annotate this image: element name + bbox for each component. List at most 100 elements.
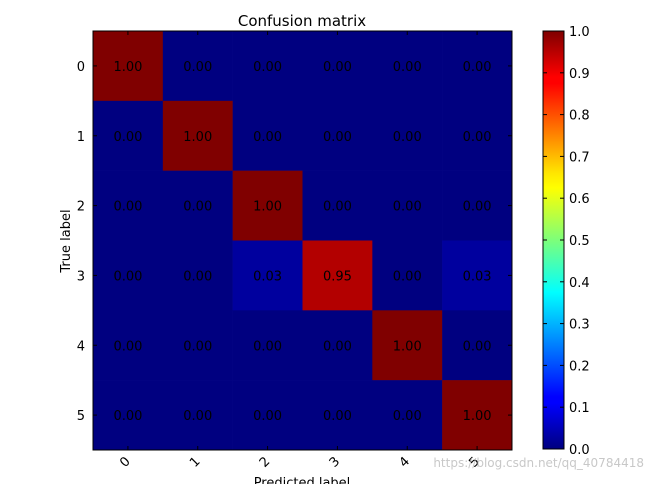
heatmap-cell-5-5	[442, 380, 513, 451]
x-tick-label: 4	[397, 454, 413, 470]
heatmap-cell-2-2	[232, 170, 303, 241]
cell-value-label-4-5: 0.00	[463, 339, 492, 354]
heatmap-cell-1-5	[442, 100, 513, 171]
y-axis-label: True label	[59, 209, 74, 273]
y-tick-label: 2	[77, 200, 85, 215]
cell-value-label-2-2: 1.00	[253, 200, 282, 215]
cell-value-label-5-0: 0.00	[113, 409, 142, 424]
cell-value-label-5-5: 1.00	[463, 409, 492, 424]
heatmap-cell-4-0	[93, 310, 164, 381]
heatmap-cell-3-3	[302, 240, 373, 311]
cell-value-label-3-4: 0.00	[393, 269, 422, 284]
heatmap-cell-0-5	[442, 31, 513, 102]
colorbar-tick-label: 0.9	[569, 67, 590, 82]
plot-frame	[92, 30, 513, 451]
heatmap-cell-0-0	[93, 31, 164, 102]
colorbar-tick-label: 0.1	[569, 401, 590, 416]
cell-value-label-4-1: 0.00	[183, 339, 212, 354]
x-tick-label: 3	[327, 454, 343, 470]
heatmap-cell-5-0	[93, 380, 164, 451]
cell-value-label-3-1: 0.00	[183, 269, 212, 284]
cell-value-label-5-3: 0.00	[323, 409, 352, 424]
cell-value-label-1-3: 0.00	[323, 130, 352, 145]
cell-value-label-0-0: 1.00	[113, 60, 142, 75]
cell-value-label-5-1: 0.00	[183, 409, 212, 424]
heatmap-cell-5-1	[162, 380, 233, 451]
colorbar-tick-label: 0.5	[569, 234, 590, 249]
heatmap-cell-0-4	[372, 31, 443, 102]
heatmap-cell-3-5	[442, 240, 513, 311]
heatmap-cell-4-4	[372, 310, 443, 381]
colorbar-tick-label: 0.2	[569, 359, 590, 374]
cell-value-label-5-2: 0.00	[253, 409, 282, 424]
heatmap-cell-3-4	[372, 240, 443, 311]
y-tick-label: 4	[77, 339, 85, 354]
y-tick-label: 5	[77, 409, 85, 424]
cell-value-label-3-3: 0.95	[323, 269, 352, 284]
cell-value-label-0-5: 0.00	[463, 60, 492, 75]
y-axis-ticks: 0 1 2 3 4 5	[77, 60, 512, 424]
heatmap-cell-5-3	[302, 380, 373, 451]
cell-value-label-1-1: 1.00	[183, 130, 212, 145]
cell-value-label-2-5: 0.00	[463, 200, 492, 215]
heatmap-cell-4-5	[442, 310, 513, 381]
heatmap-cell-0-2	[232, 31, 303, 102]
heatmap-cell-1-1	[162, 100, 233, 171]
colorbar-ticks: 0.0 0.1 0.2 0.3 0.4 0.5 0.6 0.7 0.8 0.9 1.0	[543, 25, 590, 458]
heatmap-cell-4-3	[302, 310, 373, 381]
watermark-text: https://blog.csdn.net/qq_40784418	[433, 456, 644, 470]
x-axis-label: Predicted label	[254, 476, 351, 484]
heatmap-cell-1-4	[372, 100, 443, 171]
heatmap-cell-labels: 1.00 0.00 0.00 0.00 0.00 0.00 0.00 1.00 0.00 0.00…	[113, 60, 491, 424]
heatmap-cell-4-1	[162, 310, 233, 381]
cell-value-label-3-0: 0.00	[113, 269, 142, 284]
heatmap-cell-2-3	[302, 170, 373, 241]
colorbar-tick-label: 0.0	[569, 443, 590, 458]
heatmap-cell-0-3	[302, 31, 373, 102]
x-tick-label: 1	[187, 454, 203, 470]
y-tick-label: 1	[77, 130, 85, 145]
heatmap-cell-3-2	[232, 240, 303, 311]
cell-value-label-0-3: 0.00	[323, 60, 352, 75]
cell-value-label-0-2: 0.00	[253, 60, 282, 75]
x-tick-label: 0	[117, 454, 133, 470]
cell-value-label-5-4: 0.00	[393, 409, 422, 424]
cell-value-label-4-2: 0.00	[253, 339, 282, 354]
heatmap-cell-1-0	[93, 100, 164, 171]
heatmap-cell-3-0	[93, 240, 164, 311]
cell-value-label-4-4: 1.00	[393, 339, 422, 354]
cell-value-label-4-0: 0.00	[113, 339, 142, 354]
x-tick-label: 2	[257, 454, 273, 470]
cell-value-label-2-1: 0.00	[183, 200, 212, 215]
heatmap-cell-4-2	[232, 310, 303, 381]
colorbar-tick-label: 0.3	[569, 318, 590, 333]
colorbar-tick-label: 0.8	[569, 109, 590, 124]
y-tick-label: 3	[77, 269, 85, 284]
cell-value-label-2-4: 0.00	[393, 200, 422, 215]
colorbar-tick-label: 0.7	[569, 150, 590, 165]
cell-value-label-1-4: 0.00	[393, 130, 422, 145]
cell-value-label-1-5: 0.00	[463, 130, 492, 145]
cell-value-label-3-5: 0.03	[463, 269, 492, 284]
cell-value-label-2-0: 0.00	[113, 200, 142, 215]
cell-value-label-2-3: 0.00	[323, 200, 352, 215]
heatmap-cell-2-1	[162, 170, 233, 241]
heatmap-cells	[93, 31, 513, 451]
cell-value-label-4-3: 0.00	[323, 339, 352, 354]
heatmap-cell-5-4	[372, 380, 443, 451]
heatmap-cell-5-2	[232, 380, 303, 451]
heatmap-cell-2-0	[93, 170, 164, 241]
cell-value-label-0-1: 0.00	[183, 60, 212, 75]
colorbar-tick-label: 1.0	[569, 25, 590, 40]
heatmap-cell-3-1	[162, 240, 233, 311]
colorbar-tick-label: 0.4	[569, 276, 590, 291]
heatmap-cell-0-1	[162, 31, 233, 102]
heatmap-cell-1-2	[232, 100, 303, 171]
colorbar-tick-label: 0.6	[569, 192, 590, 207]
chart-title: Confusion matrix	[238, 12, 366, 30]
y-tick-label: 0	[77, 60, 85, 75]
cell-value-label-1-2: 0.00	[253, 130, 282, 145]
heatmap-cell-1-3	[302, 100, 373, 171]
heatmap-cell-2-4	[372, 170, 443, 241]
